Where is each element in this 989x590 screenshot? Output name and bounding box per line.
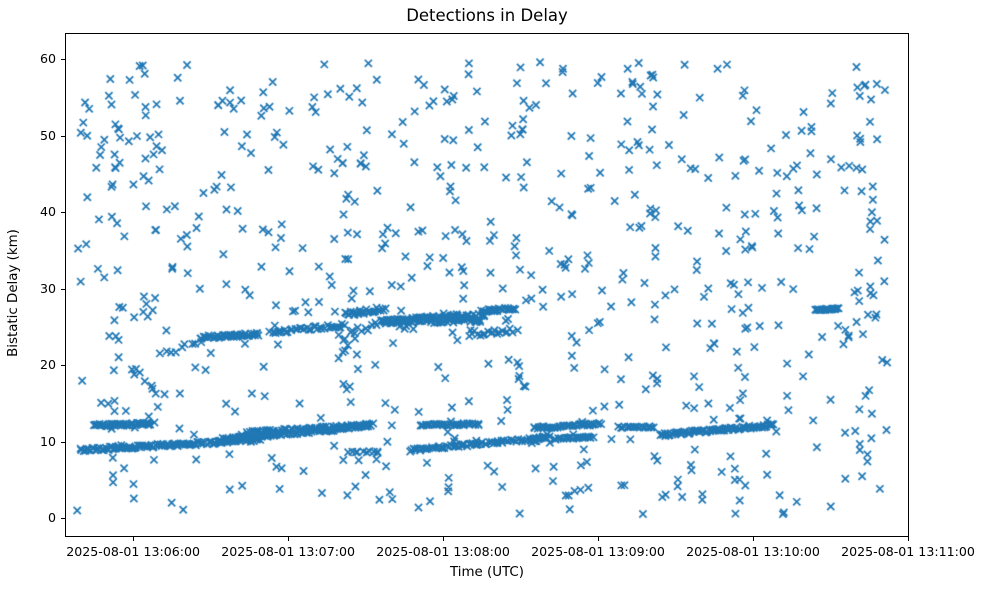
x-tick-mark — [908, 537, 909, 541]
y-tick-label: 20 — [39, 357, 56, 373]
y-tick-label: 0 — [47, 510, 56, 526]
x-tick-label: 2025-08-01 13:11:00 — [841, 544, 975, 559]
y-tick-mark — [61, 212, 65, 213]
y-tick-mark — [61, 136, 65, 137]
y-tick-mark — [61, 518, 65, 519]
x-tick-mark — [598, 537, 599, 541]
y-tick-label: 40 — [39, 204, 56, 220]
y-tick-label: 50 — [39, 127, 56, 143]
x-tick-label: 2025-08-01 13:09:00 — [531, 544, 665, 559]
y-tick-label: 10 — [39, 433, 56, 449]
y-tick-label: 60 — [39, 51, 56, 67]
x-tick-label: 2025-08-01 13:06:00 — [66, 544, 201, 559]
y-tick-mark — [61, 289, 65, 290]
x-tick-label: 2025-08-01 13:08:00 — [376, 544, 510, 559]
y-tick-label: 30 — [39, 280, 56, 296]
x-tick-mark — [288, 537, 289, 541]
y-tick-mark — [61, 365, 65, 366]
scatter-canvas — [66, 34, 908, 536]
x-tick-label: 2025-08-01 13:10:00 — [686, 544, 820, 559]
plot-area — [65, 33, 909, 537]
y-tick-mark — [61, 442, 65, 443]
chart-title: Detections in Delay — [406, 6, 568, 25]
y-tick-mark — [61, 59, 65, 60]
x-tick-mark — [133, 537, 134, 541]
x-tick-mark — [753, 537, 754, 541]
x-tick-label: 2025-08-01 13:07:00 — [221, 544, 355, 559]
x-axis-label: Time (UTC) — [449, 565, 525, 580]
x-tick-mark — [443, 537, 444, 541]
